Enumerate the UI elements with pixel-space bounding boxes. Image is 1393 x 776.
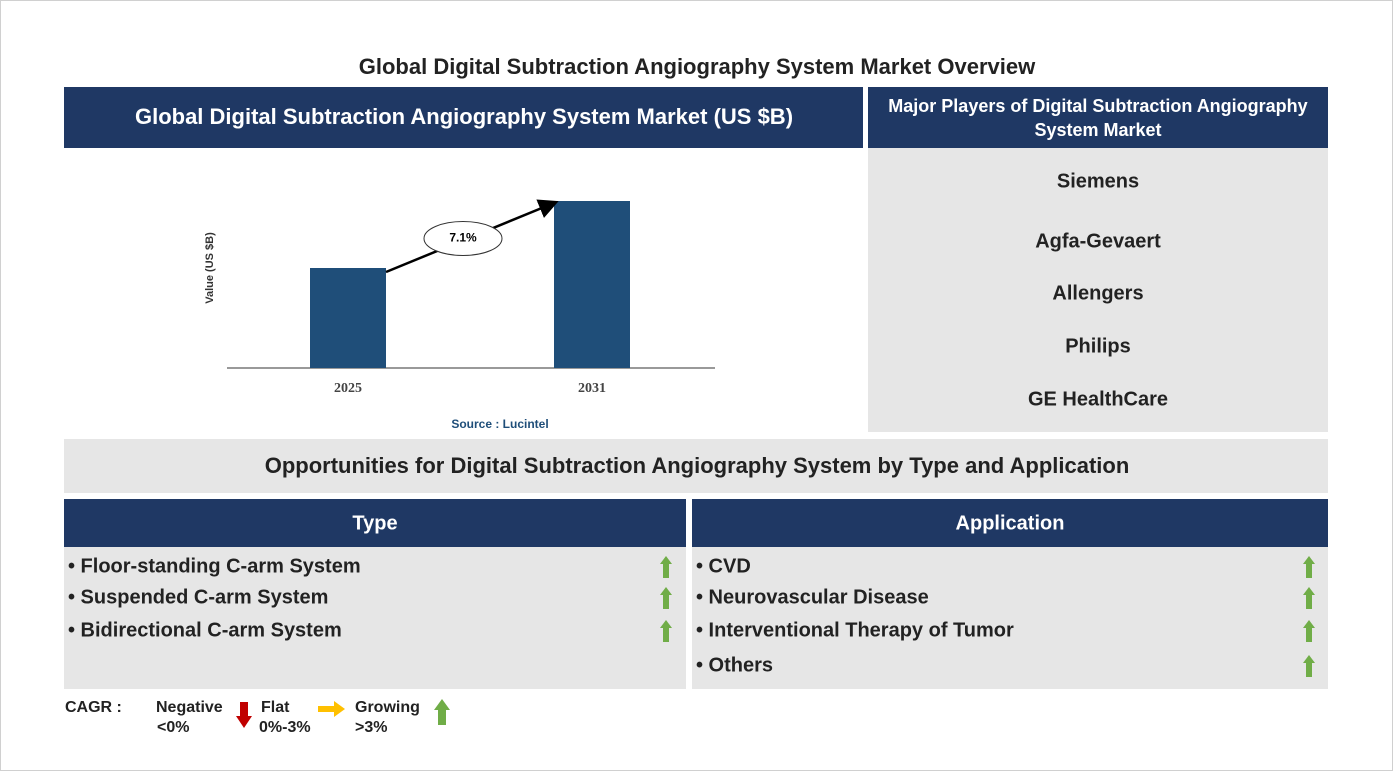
up-arrow-icon [1303,620,1315,642]
type-panel [64,547,686,689]
y-axis-label: Value (US $B) [204,232,216,304]
legend-label: CAGR : [65,699,122,716]
opportunities-heading: Opportunities for Digital Subtraction An… [265,453,1130,478]
x-tick-label: 2025 [334,381,362,396]
opportunities-banner [64,439,1328,493]
players-panel [868,148,1328,432]
market-header [64,87,863,148]
player-name: Philips [1065,335,1131,357]
up-arrow-icon [1303,655,1315,677]
type-item: • Floor-standing C-arm System [68,555,361,577]
right-arrow-icon [318,701,345,717]
legend-growing: Growing [355,699,420,716]
application-item: • CVD [696,555,751,577]
type-header [64,499,686,547]
application-header [692,499,1328,547]
bar [310,268,386,368]
up-arrow-icon [660,620,672,642]
application-item: • Interventional Therapy of Tumor [696,619,1014,641]
up-arrow-icon [434,699,450,725]
players-header [868,87,1328,148]
type-item: • Bidirectional C-arm System [68,619,342,641]
players-heading: Major Players of Digital Subtraction Ang… [888,95,1308,140]
x-tick-label: 2031 [578,381,606,396]
up-arrow-icon [1303,587,1315,609]
cagr-label: 7.1% [449,231,477,245]
up-arrow-icon [1303,556,1315,578]
legend-negative: Negative [156,699,223,716]
market-heading: Global Digital Subtraction Angiography S… [135,104,793,129]
application-item: • Others [696,654,773,676]
legend-flat: Flat [261,699,290,716]
type-item: • Suspended C-arm System [68,586,328,608]
player-name: Siemens [1057,170,1139,192]
players-heading-box: Major Players of Digital Subtraction Ang… [888,95,1308,140]
legend-flat-range: 0%-3% [259,719,311,736]
down-arrow-icon [236,702,252,728]
player-name: Agfa-Gevaert [1035,230,1161,252]
application-heading: Application [956,512,1065,534]
legend-growing-range: >3% [355,719,387,736]
page-title: Global Digital Subtraction Angiography S… [359,54,1036,79]
legend-negative-range: <0% [157,719,189,736]
application-panel [692,547,1328,689]
player-name: Allengers [1052,282,1143,304]
application-item: • Neurovascular Disease [696,586,929,608]
bar [554,201,630,368]
player-name: GE HealthCare [1028,388,1168,410]
chart-source: Source : Lucintel [451,417,548,431]
up-arrow-icon [660,587,672,609]
type-heading: Type [352,512,397,534]
up-arrow-icon [660,556,672,578]
cagr-bubble [423,221,503,256]
